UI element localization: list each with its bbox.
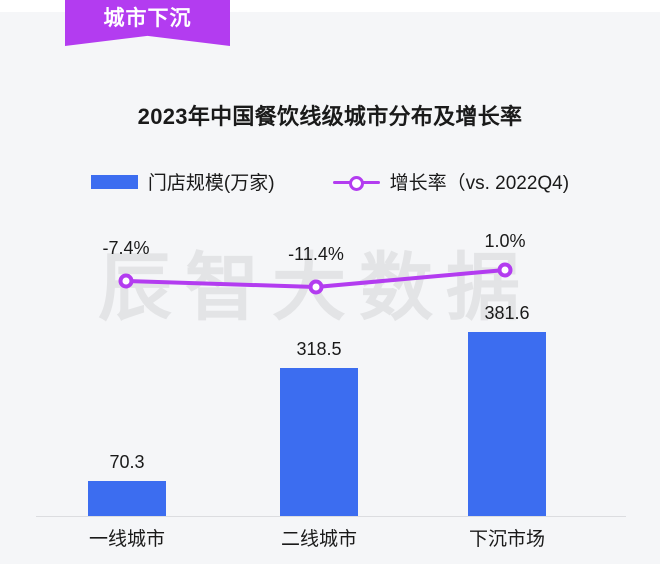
line-value-label-1: -7.4%: [102, 238, 150, 258]
bar-swatch-icon: [90, 174, 138, 189]
bar-1: [88, 481, 166, 516]
bar-3: [468, 332, 546, 516]
legend-label-store-scale: 门店规模(万家): [147, 173, 275, 194]
page-title: 2023年中国餐饮线级城市分布及增长率: [137, 104, 523, 129]
chart-legend: 门店规模(万家) 增长率（vs. 2022Q4): [0, 168, 660, 195]
legend-item-store-scale[interactable]: 门店规模(万家): [90, 168, 275, 195]
x-axis-line: [36, 516, 626, 517]
section-badge: 城市下沉: [65, 0, 230, 46]
legend-label-growth-rate: 增长率（vs. 2022Q4): [389, 173, 570, 194]
bar-value-label-3: 381.6: [484, 303, 530, 323]
line-value-label-2: -11.4%: [288, 244, 344, 264]
line-swatch-icon: [332, 175, 380, 191]
category-label-1: 一线城市: [88, 529, 165, 550]
bar-value-label-1: 70.3: [109, 452, 145, 472]
line-value-label-3: 1.0%: [484, 231, 526, 251]
category-label-2: 二线城市: [280, 529, 357, 550]
section-badge-label: 城市下沉: [103, 7, 192, 30]
bar-2: [280, 368, 358, 516]
bar-value-label-2: 318.5: [296, 339, 342, 359]
category-label-3: 下沉市场: [468, 529, 545, 550]
legend-item-growth-rate[interactable]: 增长率（vs. 2022Q4): [332, 168, 570, 195]
